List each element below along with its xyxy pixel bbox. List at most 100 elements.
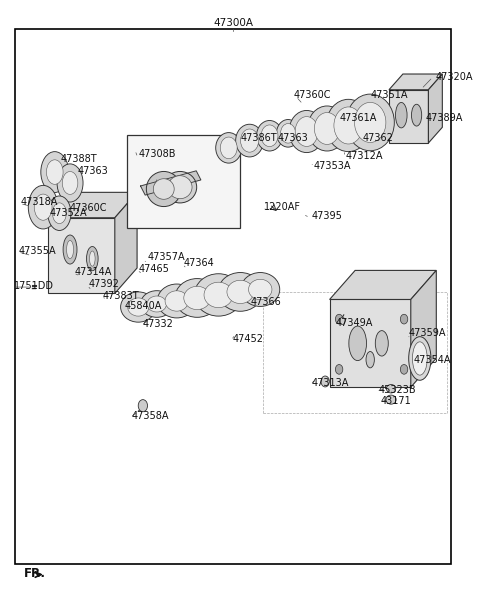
Text: 47388T: 47388T <box>61 154 97 164</box>
Bar <box>127 134 240 229</box>
Ellipse shape <box>346 94 394 151</box>
Ellipse shape <box>220 137 237 159</box>
Text: 47357A: 47357A <box>147 252 185 263</box>
Ellipse shape <box>67 240 73 258</box>
Ellipse shape <box>280 123 296 143</box>
Ellipse shape <box>90 251 95 266</box>
Ellipse shape <box>308 106 347 151</box>
Text: 47332: 47332 <box>143 319 174 329</box>
Polygon shape <box>389 74 443 90</box>
Ellipse shape <box>163 171 197 203</box>
Ellipse shape <box>334 107 363 144</box>
Text: 47364: 47364 <box>184 258 215 268</box>
Circle shape <box>138 399 147 412</box>
Text: 45840A: 45840A <box>124 302 162 311</box>
Ellipse shape <box>276 120 300 147</box>
Ellipse shape <box>47 160 63 184</box>
Polygon shape <box>429 74 443 143</box>
Ellipse shape <box>241 272 280 306</box>
Ellipse shape <box>326 99 371 151</box>
Text: 47320A: 47320A <box>435 72 473 82</box>
Ellipse shape <box>86 246 98 271</box>
Text: 43171: 43171 <box>381 396 412 406</box>
Ellipse shape <box>165 291 189 311</box>
Ellipse shape <box>386 395 396 404</box>
Ellipse shape <box>120 292 156 322</box>
Text: 1751DD: 1751DD <box>14 281 54 291</box>
Text: 47349A: 47349A <box>336 319 373 328</box>
Text: 47395: 47395 <box>311 211 342 221</box>
Circle shape <box>336 365 343 374</box>
Text: 47318A: 47318A <box>21 198 58 207</box>
Ellipse shape <box>28 185 58 229</box>
Text: 47308B: 47308B <box>138 149 176 159</box>
Text: 47366: 47366 <box>251 297 282 307</box>
Ellipse shape <box>48 196 71 230</box>
Text: 47360C: 47360C <box>294 90 331 100</box>
Text: 47313A: 47313A <box>311 378 348 388</box>
Ellipse shape <box>261 125 278 147</box>
Circle shape <box>400 314 408 324</box>
Text: 47358A: 47358A <box>132 411 169 421</box>
Polygon shape <box>48 218 115 294</box>
Ellipse shape <box>295 117 318 147</box>
Ellipse shape <box>256 120 283 151</box>
Text: 47354A: 47354A <box>413 354 451 365</box>
Ellipse shape <box>157 284 196 318</box>
Ellipse shape <box>57 164 83 202</box>
Ellipse shape <box>62 171 78 195</box>
Text: 47386T: 47386T <box>240 133 277 142</box>
Ellipse shape <box>411 105 422 126</box>
Ellipse shape <box>236 124 264 157</box>
Circle shape <box>321 376 329 387</box>
Circle shape <box>336 314 343 324</box>
Ellipse shape <box>408 337 431 380</box>
Text: 47352A: 47352A <box>49 208 87 218</box>
Text: 47351A: 47351A <box>370 90 408 100</box>
Ellipse shape <box>63 235 77 264</box>
Text: 45323B: 45323B <box>378 385 416 395</box>
Text: 47312A: 47312A <box>346 151 383 161</box>
Ellipse shape <box>218 272 263 311</box>
Ellipse shape <box>240 129 259 152</box>
Polygon shape <box>411 271 436 387</box>
Text: 47359A: 47359A <box>408 328 446 338</box>
Text: 47355A: 47355A <box>19 246 57 256</box>
Polygon shape <box>115 192 137 294</box>
Ellipse shape <box>194 274 242 316</box>
Ellipse shape <box>289 111 324 153</box>
Text: 47300A: 47300A <box>213 18 253 27</box>
Text: 47360C: 47360C <box>70 203 108 213</box>
Ellipse shape <box>147 296 167 312</box>
Ellipse shape <box>34 194 52 220</box>
Circle shape <box>400 365 408 374</box>
Text: 1220AF: 1220AF <box>264 202 300 212</box>
Text: 47353A: 47353A <box>313 161 350 171</box>
Ellipse shape <box>204 282 233 308</box>
Text: 47392: 47392 <box>89 279 120 289</box>
Polygon shape <box>141 171 201 195</box>
Text: 47363: 47363 <box>78 166 108 176</box>
Text: 47361A: 47361A <box>340 112 377 123</box>
Ellipse shape <box>146 171 181 207</box>
Ellipse shape <box>153 179 174 199</box>
Ellipse shape <box>375 331 388 356</box>
Polygon shape <box>330 271 436 300</box>
Ellipse shape <box>227 280 253 303</box>
Ellipse shape <box>141 291 173 317</box>
Text: 47363: 47363 <box>277 133 308 142</box>
Ellipse shape <box>175 278 219 317</box>
Ellipse shape <box>412 342 427 375</box>
Polygon shape <box>330 300 411 387</box>
Ellipse shape <box>168 176 192 199</box>
Ellipse shape <box>249 279 272 300</box>
Polygon shape <box>48 192 137 218</box>
Text: 47362: 47362 <box>362 133 393 142</box>
Text: 47383T: 47383T <box>103 291 139 300</box>
Ellipse shape <box>386 384 396 393</box>
Ellipse shape <box>314 112 340 145</box>
Text: 47452: 47452 <box>232 334 264 344</box>
Circle shape <box>339 317 345 325</box>
Polygon shape <box>389 90 429 143</box>
Ellipse shape <box>41 151 69 193</box>
